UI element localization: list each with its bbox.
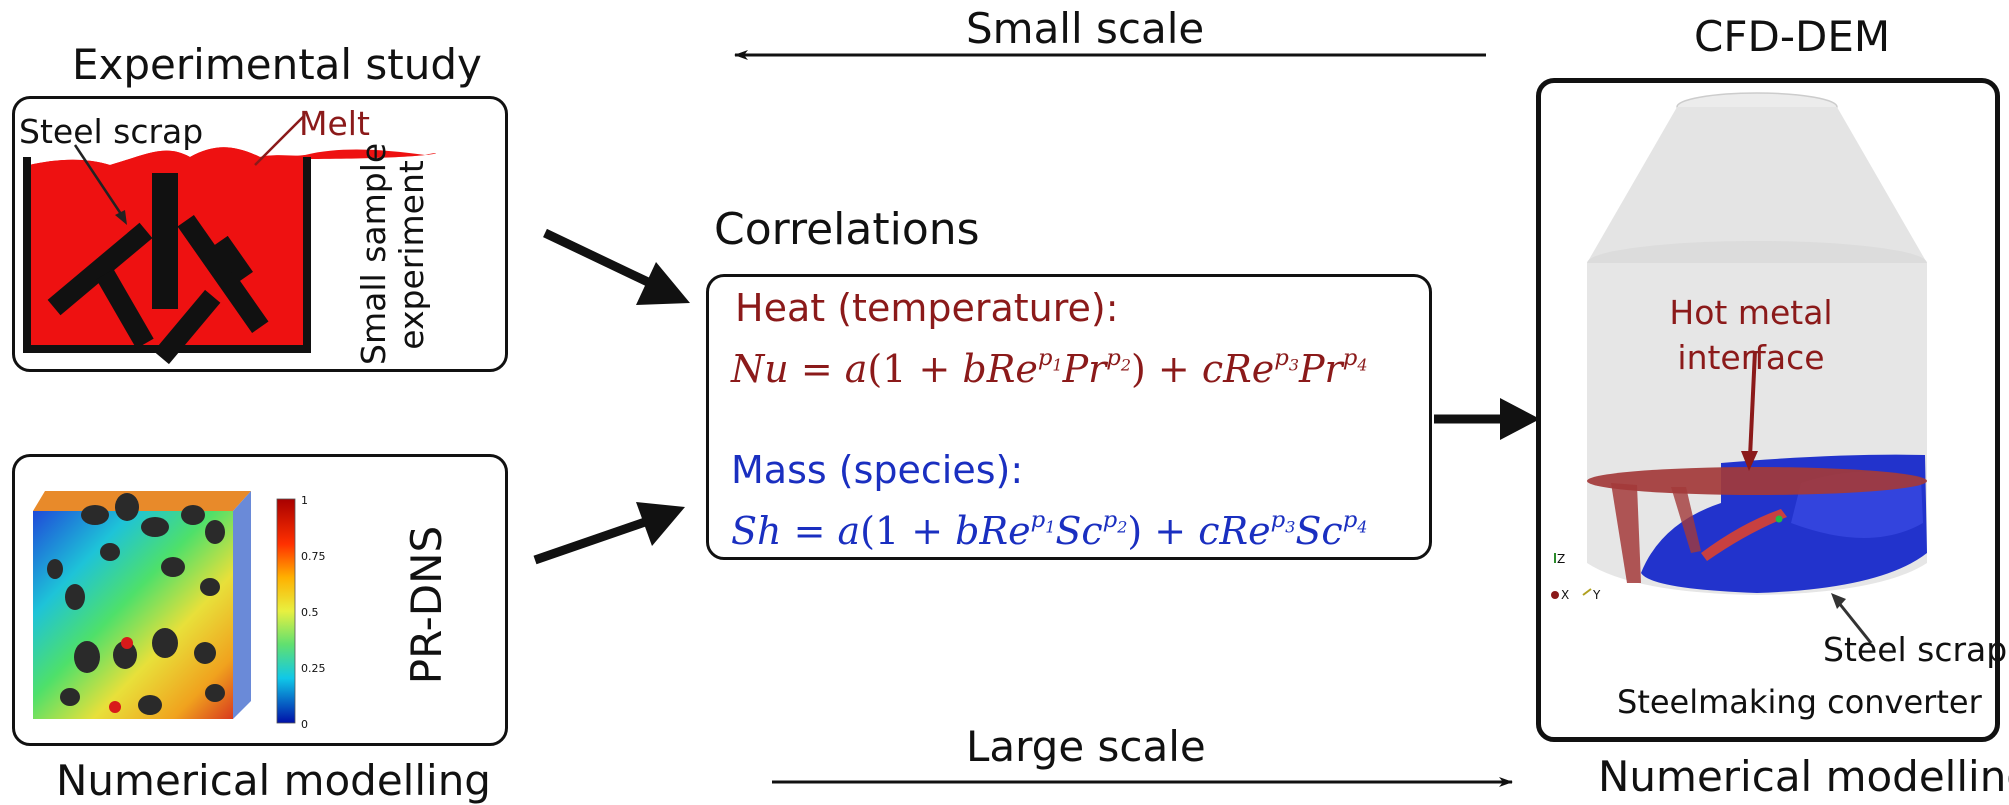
experimental-study-title: Experimental study <box>72 40 482 89</box>
prdns-panel: 1 0.75 0.5 0.25 0 PR-DNS <box>12 454 508 746</box>
steelmaking-converter-label: Steelmaking converter <box>1617 683 1982 721</box>
steel-scrap-label: Steel scrap <box>19 112 204 151</box>
colorbar-tick: 1 <box>301 494 308 507</box>
small-sample-experiment-label: Small sample experiment <box>354 142 431 365</box>
heat-correlation: Nu = a(1 + bRep1Prp2) + cRep3Prp4 <box>731 345 1368 392</box>
correlations-title: Correlations <box>714 204 980 255</box>
particles <box>47 493 225 715</box>
colorbar-tick: 0.5 <box>301 606 319 619</box>
colorbar-tick: 0.25 <box>301 662 326 675</box>
prdns-to-correlations-arrow <box>533 502 685 565</box>
cfd-dem-panel: Hot metal interface Z X Y Steel scrap St… <box>1536 78 2007 742</box>
left-numerical-modelling-label: Numerical modelling <box>56 756 491 805</box>
correlations-to-cfddem-arrow <box>1434 398 1540 440</box>
right-numerical-modelling-label: Numerical modelling <box>1598 752 2009 801</box>
axis-x-label: X <box>1561 588 1570 602</box>
scrap-pieces <box>47 173 269 365</box>
melt-container-illustration <box>23 114 437 365</box>
melt-label: Melt <box>299 104 370 143</box>
cfd-dem-title: CFD-DEM <box>1694 12 1891 61</box>
prdns-simulation-illustration <box>33 491 296 724</box>
large-scale-label: Large scale <box>966 722 1206 771</box>
heat-title: Heat (temperature): <box>735 286 1119 330</box>
converter-illustration <box>1551 92 1927 644</box>
hot-metal-interface-label: Hot metal interface <box>1669 293 1833 377</box>
mass-correlation: Sh = a(1 + bRep1Scp2) + cRep3Scp4 <box>731 507 1368 554</box>
experimental-panel: Steel scrap Melt Small sample experiment <box>12 96 508 372</box>
colorbar-tick: 0 <box>301 718 308 731</box>
mass-title: Mass (species): <box>731 448 1024 492</box>
experiment-to-correlations-arrow <box>543 228 690 305</box>
small-scale-label: Small scale <box>966 4 1205 53</box>
axis-y-label: Y <box>1593 588 1601 602</box>
axis-triad <box>1551 553 1592 599</box>
prdns-label: PR-DNS <box>402 525 451 685</box>
axis-z-label: Z <box>1557 552 1566 566</box>
cfd-steel-scrap-label: Steel scrap <box>1823 630 2008 669</box>
colorbar-tick: 0.75 <box>301 550 326 563</box>
correlations-box: Heat (temperature): Nu = a(1 + bRep1Prp2… <box>706 274 1432 560</box>
